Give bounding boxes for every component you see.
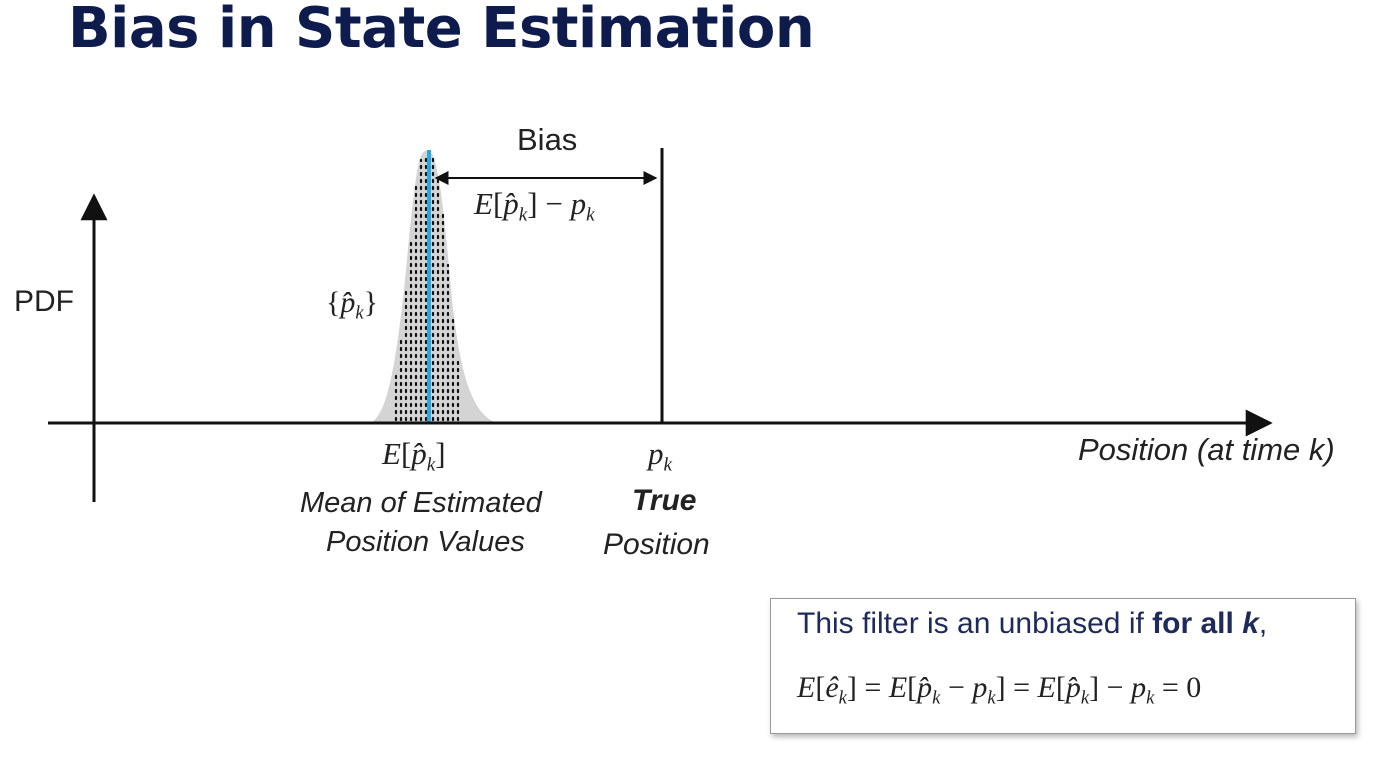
unbiased-condition-box: This filter is an unbiased if for all k,… bbox=[770, 598, 1356, 734]
samples-label: {p̂k} bbox=[326, 286, 379, 324]
mean-symbol: E[p̂k] bbox=[382, 436, 446, 476]
bias-formula: E[p̂k] − pk bbox=[474, 186, 595, 226]
true-caption-line2: Position bbox=[603, 528, 710, 561]
sample-dots bbox=[394, 153, 460, 422]
bias-label: Bias bbox=[517, 122, 578, 157]
condition-prefix: This filter is an unbiased if bbox=[797, 607, 1153, 640]
condition-bold: for all bbox=[1152, 607, 1243, 640]
unbiased-equation: E[êk] = E[p̂k − pk] = E[p̂k] − pk = 0 bbox=[797, 671, 1202, 709]
slide-title: Bias in State Estimation bbox=[68, 0, 815, 61]
mean-caption-line1: Mean of Estimated bbox=[300, 487, 542, 519]
mean-caption-line2: Position Values bbox=[326, 526, 525, 558]
x-axis-label: Position (at time k) bbox=[1078, 432, 1335, 467]
condition-suffix: , bbox=[1258, 607, 1268, 640]
condition-var: k bbox=[1242, 607, 1259, 640]
true-caption-bold: True bbox=[632, 484, 697, 517]
unbiased-condition-text: This filter is an unbiased if for all k, bbox=[797, 607, 1267, 641]
y-axis-label: PDF bbox=[14, 285, 74, 318]
true-position-symbol: pk bbox=[648, 436, 673, 476]
